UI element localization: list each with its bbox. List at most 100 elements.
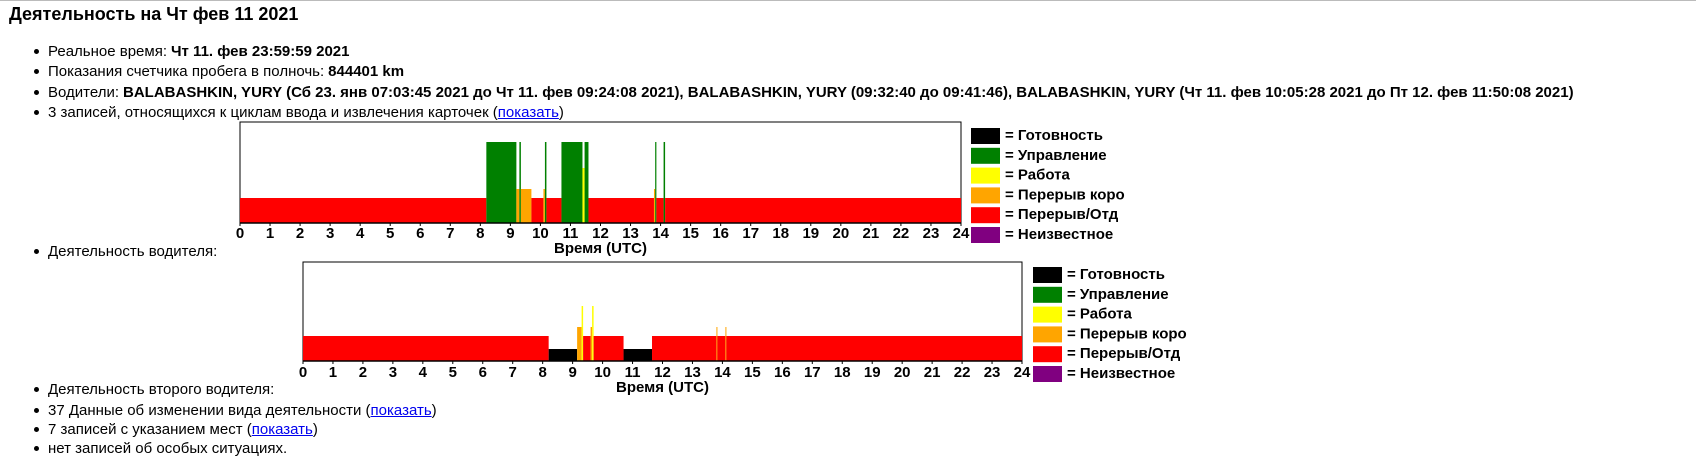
show-link[interactable]: показать xyxy=(370,402,432,419)
x-tick-label: 7 xyxy=(446,225,454,242)
timeline-chart: 0 1 2 3 4 5 6 7 8 9 10 11 12 13 14 15 16 17 18 19 20 21 22 23 24… xyxy=(236,121,1125,257)
legend-swatch xyxy=(971,227,1000,243)
x-tick-label: 19 xyxy=(802,225,819,242)
x-tick-label: 9 xyxy=(568,364,576,381)
legend-label: = Готовность xyxy=(1005,127,1103,144)
item-label: Деятельность второго водителя: xyxy=(48,381,275,398)
item-text: ) xyxy=(312,421,318,438)
x-tick-label: 7 xyxy=(509,364,517,381)
x-tick-label: 17 xyxy=(742,225,759,242)
x-tick-label: 18 xyxy=(834,364,851,381)
legend-swatch xyxy=(1033,267,1062,283)
activity-segment xyxy=(653,189,656,223)
x-tick-label: 23 xyxy=(923,225,940,242)
list-item: 3 записей, относящихся к циклам ввода и … xyxy=(34,104,564,122)
x-tick-label: 3 xyxy=(389,364,397,381)
item-text: ) xyxy=(558,104,564,121)
activity-segment xyxy=(716,327,718,361)
item-label: Показания счетчика пробега в полночь: xyxy=(48,63,325,80)
activity-segment xyxy=(486,142,517,223)
x-tick-label: 8 xyxy=(476,225,484,242)
x-tick-label: 6 xyxy=(416,225,424,242)
x-tick-label: 22 xyxy=(893,225,910,242)
legend-label: = Неизвестное xyxy=(1005,226,1113,243)
list-item: Деятельность водителя: xyxy=(34,243,217,261)
activity-segment xyxy=(725,327,727,361)
x-tick-label: 24 xyxy=(1014,364,1031,381)
list-item: Деятельность второго водителя: xyxy=(34,381,274,399)
legend: = Готовность = Управление = Работа = Переры… xyxy=(971,127,1125,243)
bullet xyxy=(34,109,39,115)
x-tick-label: 10 xyxy=(532,225,549,242)
activity-segment xyxy=(519,142,521,223)
show-link[interactable]: показать xyxy=(251,421,313,438)
x-tick-label: 1 xyxy=(266,225,274,242)
legend-label: = Перерыв коро xyxy=(1005,186,1125,203)
x-tick-label: 5 xyxy=(449,364,457,381)
legend-swatch xyxy=(1033,366,1062,382)
list-item: Водители: BALABASHKIN, YURY (Сб 23. янв 0… xyxy=(34,84,1574,102)
bullet xyxy=(34,248,39,254)
x-tick-label: 6 xyxy=(479,364,487,381)
x-tick-label: 13 xyxy=(684,364,701,381)
x-tick-label: 1 xyxy=(329,364,337,381)
x-tick-label: 9 xyxy=(506,225,514,242)
item-value: 844401 km xyxy=(328,63,405,80)
x-tick-label: 2 xyxy=(296,225,304,242)
item-label: Деятельность водителя: xyxy=(48,243,218,260)
bullet xyxy=(34,386,39,392)
x-tick-label: 0 xyxy=(299,364,307,381)
x-tick-label: 5 xyxy=(386,225,394,242)
activity-segment xyxy=(582,168,585,223)
activity-segment xyxy=(531,198,544,223)
bullet xyxy=(34,426,39,432)
legend-swatch xyxy=(971,147,1000,164)
legend: = Готовность = Управление = Работа = Переры… xyxy=(1033,266,1187,382)
activity-segment xyxy=(656,198,664,223)
activity-segment xyxy=(717,336,726,361)
activity-segment xyxy=(593,336,624,361)
x-tick-label: 22 xyxy=(954,364,971,381)
bullet xyxy=(34,89,39,95)
activity-segment xyxy=(303,336,549,361)
activity-segment xyxy=(726,336,1022,361)
item-label: нет записей об особых ситуациях. xyxy=(48,440,288,457)
x-tick-label: 15 xyxy=(682,225,699,242)
legend-label: = Перерыв/Отд xyxy=(1005,206,1119,223)
legend-swatch xyxy=(1033,326,1062,343)
activity-segment xyxy=(548,349,578,361)
show-link[interactable]: показать xyxy=(497,104,559,121)
x-tick-label: 21 xyxy=(924,364,941,381)
x-tick-label: 21 xyxy=(863,225,880,242)
item-text: ) xyxy=(431,402,437,419)
x-axis-label: Время (UTC) xyxy=(554,240,647,257)
activity-segment xyxy=(544,142,547,223)
x-tick-label: 15 xyxy=(744,364,761,381)
legend-label: = Управление xyxy=(1067,286,1169,303)
timeline-chart: 0 1 2 3 4 5 6 7 8 9 10 11 12 13 14 15 16 17 18 19 20 21 22 23 24… xyxy=(299,261,1187,396)
legend-swatch xyxy=(971,167,1000,184)
activity-segment xyxy=(665,198,961,223)
item-value: BALABASHKIN, YURY (Сб 23. янв 07:03:45 2… xyxy=(123,84,1574,101)
bullet xyxy=(34,68,39,74)
legend-swatch xyxy=(971,187,1000,204)
page-title: Деятельность на Чт фев 11 2021 xyxy=(9,4,299,24)
bullet xyxy=(34,48,39,54)
top-border xyxy=(0,0,1696,1)
activity-segment xyxy=(592,306,594,361)
item-text: 37 Данные об изменении вида деятельности… xyxy=(48,402,371,419)
x-tick-label: 0 xyxy=(236,225,244,242)
legend-label: = Работа xyxy=(1005,167,1070,184)
x-axis-label: Время (UTC) xyxy=(616,379,709,396)
legend-label: = Работа xyxy=(1067,306,1132,323)
legend-swatch xyxy=(1033,346,1062,363)
activity-segment xyxy=(240,198,487,223)
item-label: Реальное время: xyxy=(48,43,167,60)
x-tick-label: 11 xyxy=(563,225,579,242)
x-tick-label: 3 xyxy=(326,225,334,242)
activity-segment xyxy=(590,327,593,361)
x-tick-label: 4 xyxy=(356,225,365,242)
item-value: Чт 11. фев 23:59:59 2021 xyxy=(171,43,350,60)
